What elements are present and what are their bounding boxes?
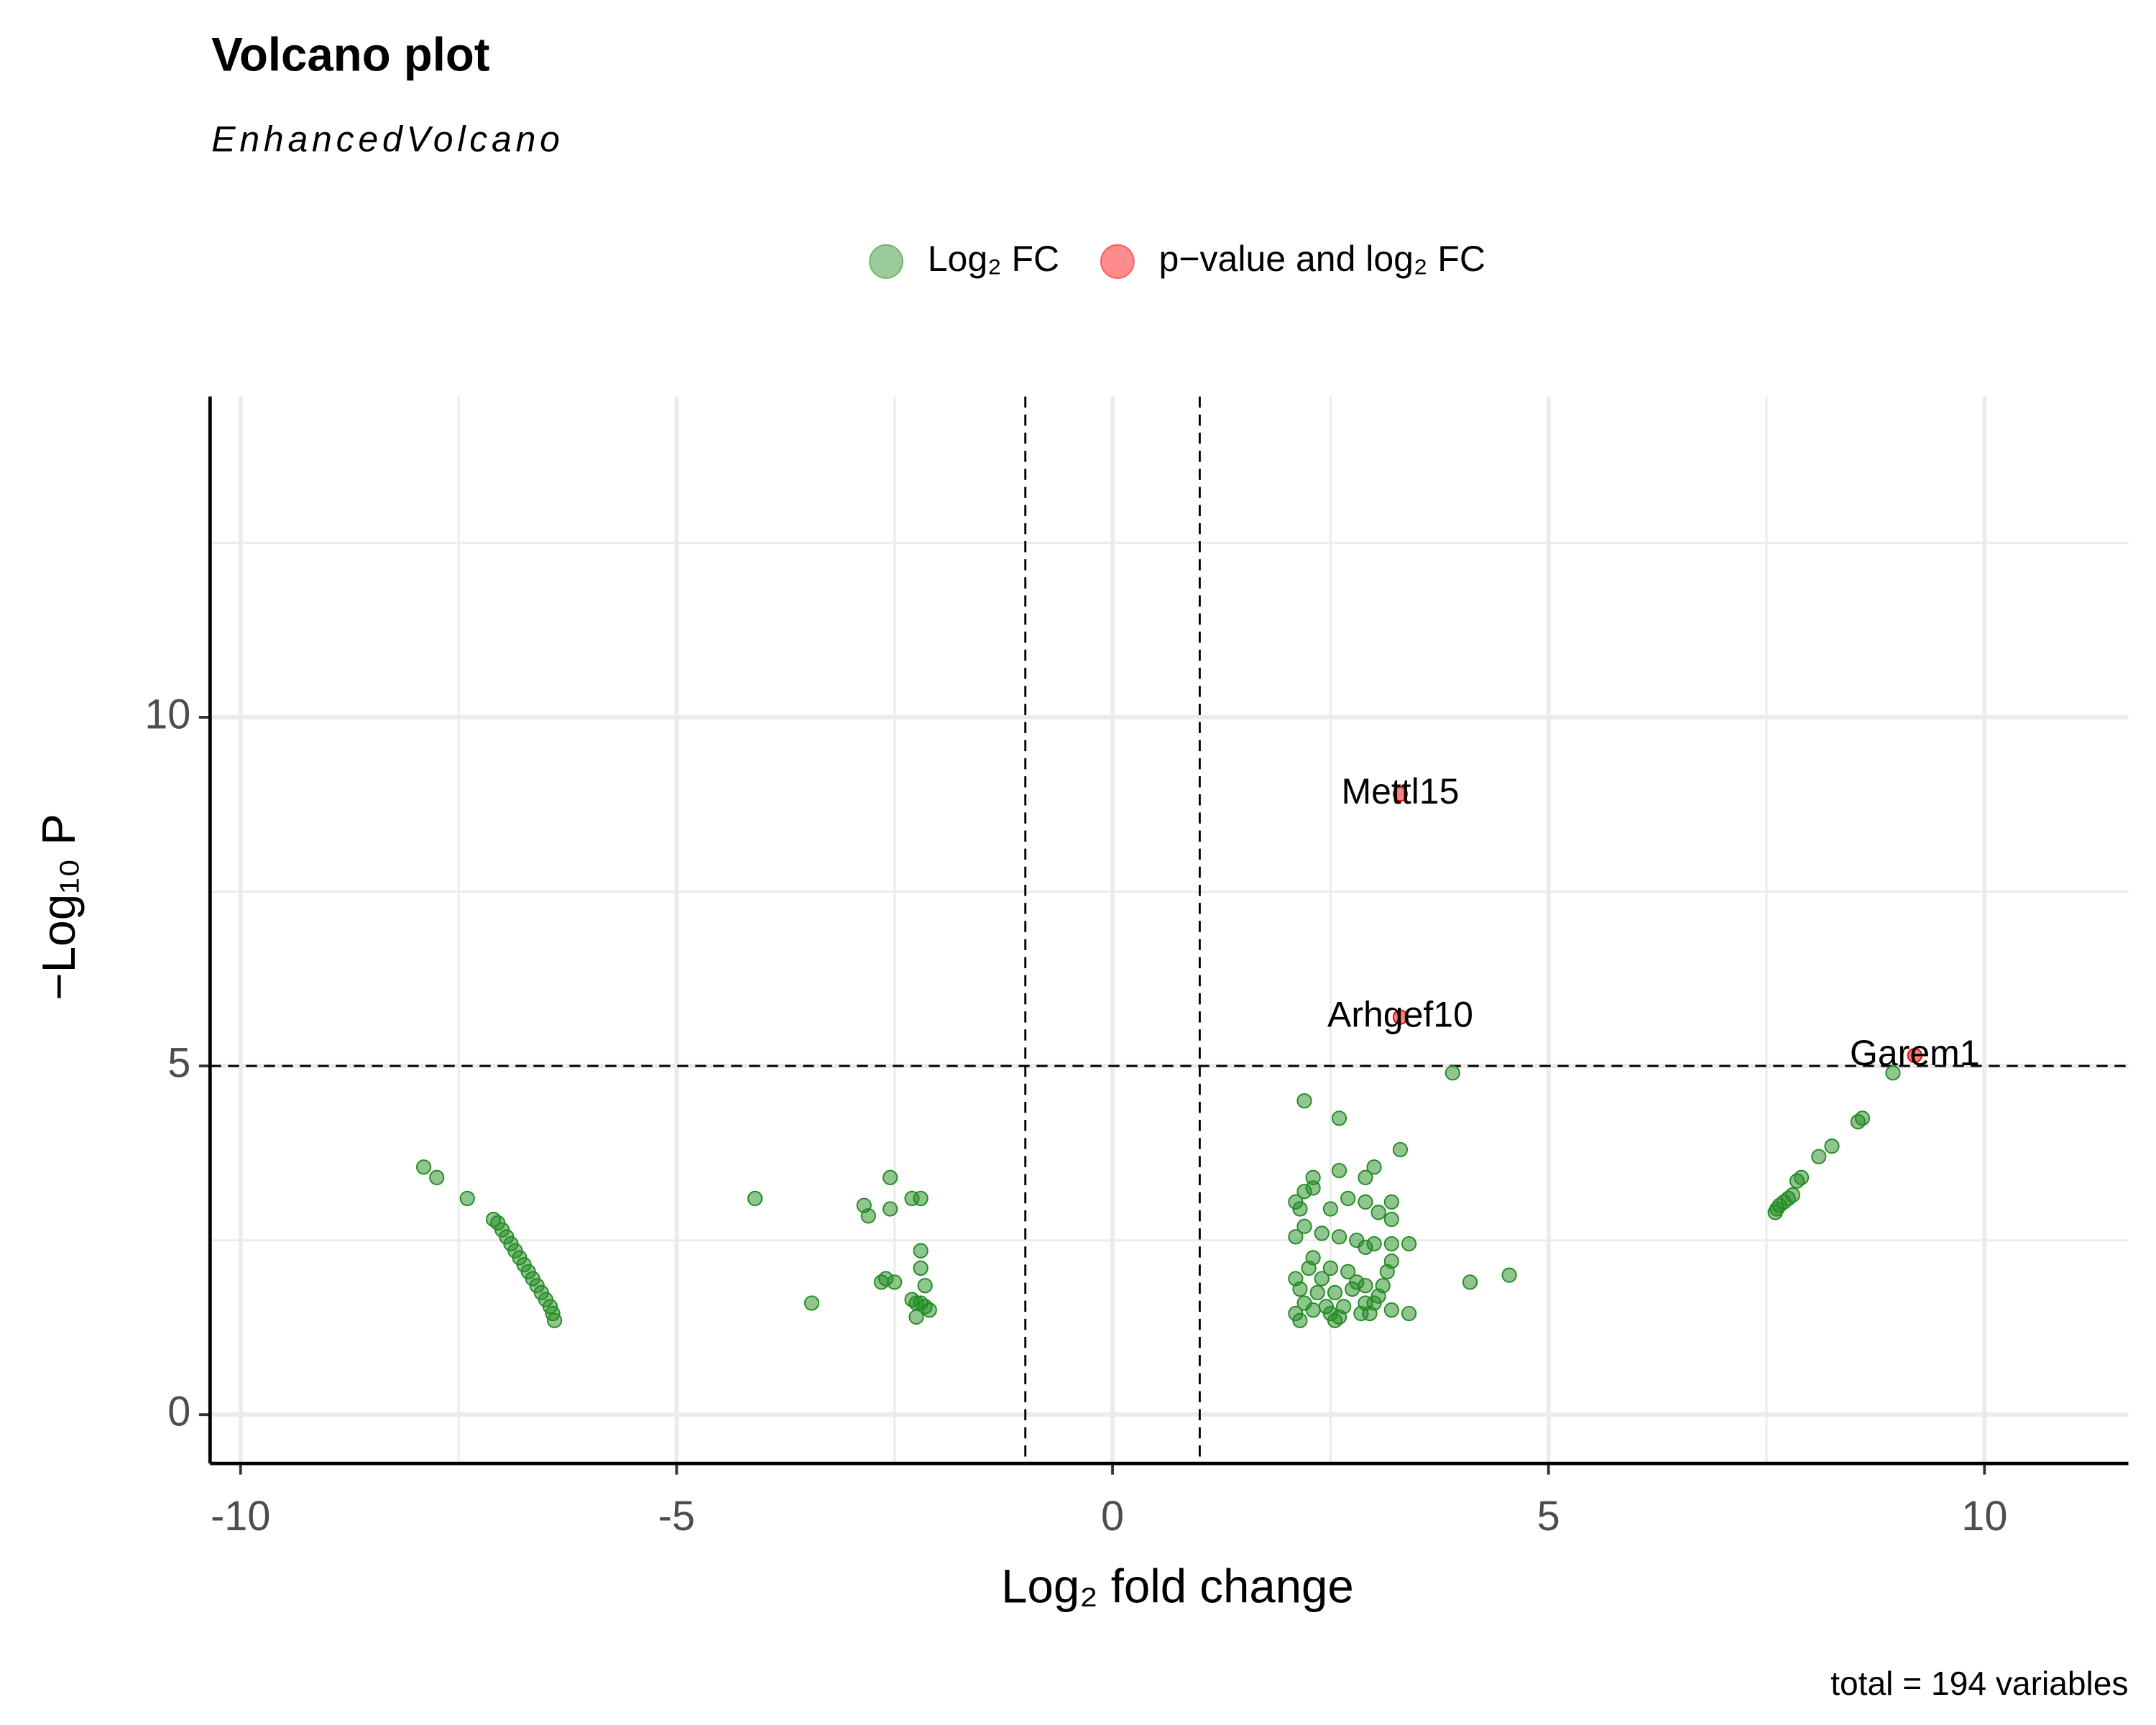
- point: [1379, 1264, 1395, 1279]
- legend-marker: [1100, 244, 1135, 280]
- point: [1383, 1211, 1399, 1228]
- point-label: Arhgef10: [1327, 994, 1473, 1034]
- x-tick-label: 5: [1537, 1494, 1560, 1540]
- point: [1301, 1260, 1317, 1276]
- chart-subtitle: EnhancedVolcano: [211, 119, 564, 160]
- point: [913, 1243, 929, 1259]
- point: [1292, 1201, 1308, 1217]
- point: [1854, 1110, 1871, 1126]
- point: [1383, 1194, 1399, 1210]
- point: [1885, 1065, 1901, 1081]
- point: [1309, 1284, 1325, 1301]
- y-tick-label: 5: [167, 1040, 190, 1086]
- x-tick-label: -5: [658, 1494, 695, 1540]
- point: [1327, 1312, 1343, 1328]
- point: [1392, 1141, 1409, 1158]
- x-axis-title: Log₂ fold change: [1001, 1560, 1354, 1612]
- legend-label: Log₂ FC: [928, 239, 1059, 279]
- point: [546, 1312, 563, 1328]
- point: [459, 1190, 475, 1207]
- point: [429, 1169, 445, 1185]
- point: [913, 1260, 929, 1276]
- point: [1392, 786, 1409, 802]
- point: [1288, 1229, 1304, 1245]
- point: [1340, 1264, 1356, 1279]
- chart-title: Volcano plot: [211, 28, 490, 80]
- point: [1331, 1229, 1348, 1245]
- point: [913, 1190, 929, 1207]
- point: [1327, 1284, 1343, 1301]
- point: [1445, 1065, 1460, 1081]
- point: [1314, 1225, 1330, 1241]
- point: [1296, 1092, 1312, 1109]
- point: [917, 1278, 933, 1294]
- point: [1501, 1267, 1517, 1283]
- point: [803, 1295, 820, 1311]
- point: [1392, 1009, 1409, 1025]
- point: [1362, 1305, 1378, 1322]
- point: [883, 1169, 898, 1185]
- point: [1784, 1187, 1800, 1203]
- point-label: Garem1: [1850, 1033, 1980, 1073]
- point-label: Mettl15: [1341, 771, 1459, 811]
- point: [860, 1208, 876, 1224]
- point: [1358, 1239, 1373, 1255]
- point: [1296, 1218, 1312, 1234]
- y-tick-label: 0: [167, 1389, 190, 1435]
- point: [1322, 1201, 1338, 1217]
- point: [1824, 1138, 1840, 1154]
- point: [1314, 1271, 1330, 1287]
- legend-marker: [869, 244, 904, 280]
- point: [1322, 1260, 1338, 1276]
- point: [747, 1190, 763, 1207]
- point: [917, 1299, 933, 1315]
- point: [908, 1309, 924, 1325]
- point: [1401, 1305, 1417, 1322]
- point: [1358, 1169, 1373, 1185]
- point: [1462, 1274, 1478, 1290]
- point: [1292, 1312, 1308, 1328]
- point: [1292, 1281, 1308, 1297]
- point: [1345, 1281, 1360, 1297]
- point: [883, 1201, 898, 1217]
- point: [1370, 1205, 1386, 1220]
- point: [1331, 1162, 1348, 1179]
- point: [415, 1159, 432, 1175]
- point: [1383, 1236, 1399, 1252]
- caption: total = 194 variables: [1830, 1665, 2128, 1702]
- point: [1793, 1169, 1810, 1185]
- point: [1305, 1302, 1321, 1318]
- y-axis-title: −Log₁₀ P: [32, 814, 85, 1000]
- x-tick-label: 10: [1961, 1494, 2007, 1540]
- point: [1811, 1149, 1827, 1164]
- point: [887, 1274, 903, 1290]
- point: [1383, 1302, 1399, 1318]
- point: [1358, 1194, 1373, 1210]
- x-tick-label: -10: [211, 1494, 270, 1540]
- point: [873, 1274, 890, 1290]
- legend-label: p−value and log₂ FC: [1159, 239, 1485, 279]
- point: [1340, 1190, 1356, 1207]
- x-tick-label: 0: [1101, 1494, 1124, 1540]
- point: [1331, 1110, 1348, 1126]
- point: [1366, 1159, 1382, 1175]
- y-tick-label: 10: [144, 691, 190, 737]
- point: [1907, 1047, 1922, 1064]
- point: [1305, 1180, 1321, 1196]
- point: [1401, 1236, 1417, 1252]
